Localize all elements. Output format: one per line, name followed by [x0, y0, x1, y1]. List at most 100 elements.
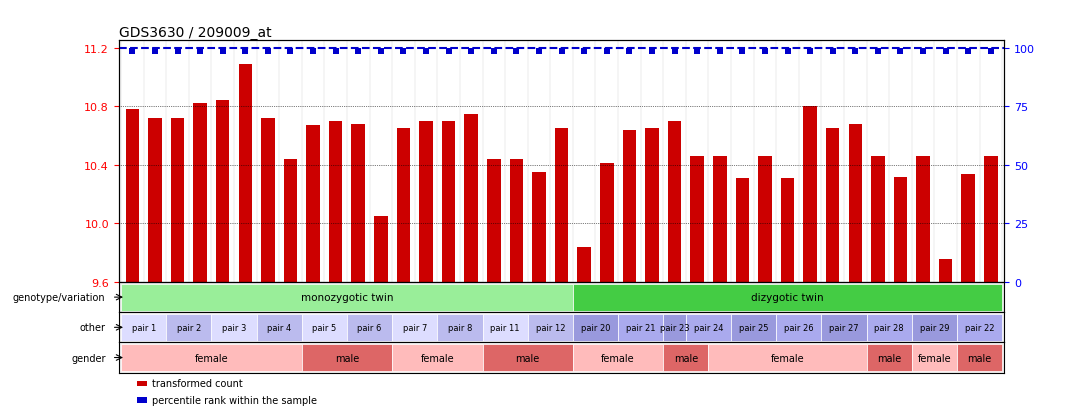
Bar — [578, 247, 591, 282]
Bar — [618, 314, 663, 341]
Bar — [912, 344, 957, 371]
Text: pair 29: pair 29 — [919, 323, 949, 332]
Text: female: female — [918, 353, 951, 363]
Text: gender: gender — [71, 353, 106, 363]
Text: pair 1: pair 1 — [132, 323, 156, 332]
Bar — [419, 122, 433, 282]
Bar — [957, 344, 1002, 371]
Bar — [284, 159, 297, 282]
Bar — [572, 344, 663, 371]
Bar — [396, 129, 410, 282]
Text: pair 11: pair 11 — [490, 323, 519, 332]
Text: pair 27: pair 27 — [829, 323, 859, 332]
Bar — [148, 119, 162, 282]
Text: dizygotic twin: dizygotic twin — [752, 292, 824, 302]
Bar — [939, 259, 953, 282]
Bar — [125, 110, 139, 282]
Bar — [690, 157, 704, 282]
Bar — [663, 314, 686, 341]
Bar — [483, 314, 528, 341]
Bar — [239, 65, 252, 282]
Bar — [667, 122, 681, 282]
Text: pair 3: pair 3 — [221, 323, 246, 332]
Bar — [136, 381, 147, 387]
Text: pair 8: pair 8 — [448, 323, 472, 332]
Bar — [351, 125, 365, 282]
Bar — [121, 314, 166, 341]
Bar — [961, 174, 975, 282]
Bar — [572, 284, 1002, 311]
Bar — [392, 314, 437, 341]
Text: male: male — [515, 353, 540, 363]
Bar — [136, 397, 147, 403]
Bar — [121, 284, 572, 311]
Text: other: other — [80, 323, 106, 332]
Bar — [216, 101, 229, 282]
Bar — [645, 129, 659, 282]
Text: pair 26: pair 26 — [784, 323, 813, 332]
Bar — [329, 122, 342, 282]
Bar — [822, 314, 866, 341]
Text: female: female — [420, 353, 455, 363]
Text: pair 23: pair 23 — [660, 323, 689, 332]
Text: percentile rank within the sample: percentile rank within the sample — [152, 395, 318, 405]
Text: pair 28: pair 28 — [875, 323, 904, 332]
Bar — [758, 157, 772, 282]
Bar — [572, 314, 618, 341]
Text: male: male — [335, 353, 360, 363]
Bar — [442, 122, 456, 282]
Bar — [483, 344, 572, 371]
Text: female: female — [194, 353, 228, 363]
Bar — [849, 125, 862, 282]
Bar — [866, 314, 912, 341]
Text: pair 21: pair 21 — [626, 323, 656, 332]
Text: pair 22: pair 22 — [964, 323, 995, 332]
Bar — [257, 314, 301, 341]
Bar — [600, 164, 613, 282]
Bar — [777, 314, 822, 341]
Text: pair 20: pair 20 — [581, 323, 610, 332]
Bar — [708, 344, 866, 371]
Bar — [301, 314, 347, 341]
Bar — [804, 107, 816, 282]
Bar — [532, 173, 545, 282]
Bar — [347, 314, 392, 341]
Bar — [392, 344, 483, 371]
Text: pair 5: pair 5 — [312, 323, 337, 332]
Bar — [555, 129, 568, 282]
Bar — [374, 216, 388, 282]
Bar — [193, 104, 207, 282]
Text: genotype/variation: genotype/variation — [13, 292, 106, 302]
Text: pair 25: pair 25 — [739, 323, 768, 332]
Bar — [301, 344, 392, 371]
Bar — [464, 114, 478, 282]
Text: transformed count: transformed count — [152, 379, 243, 389]
Bar — [171, 119, 185, 282]
Bar — [510, 159, 523, 282]
Bar — [622, 131, 636, 282]
Bar — [713, 157, 727, 282]
Text: pair 4: pair 4 — [267, 323, 292, 332]
Bar — [663, 344, 708, 371]
Bar — [487, 159, 501, 282]
Bar — [307, 126, 320, 282]
Text: monozygotic twin: monozygotic twin — [300, 292, 393, 302]
Bar — [826, 129, 839, 282]
Bar — [166, 314, 212, 341]
Text: pair 6: pair 6 — [357, 323, 381, 332]
Bar — [261, 119, 274, 282]
Text: male: male — [674, 353, 698, 363]
Bar — [121, 344, 301, 371]
Text: pair 12: pair 12 — [536, 323, 565, 332]
Bar — [912, 314, 957, 341]
Text: pair 24: pair 24 — [693, 323, 724, 332]
Bar — [916, 157, 930, 282]
Bar — [866, 344, 912, 371]
Bar — [735, 178, 750, 282]
Bar — [781, 178, 794, 282]
Bar — [957, 314, 1002, 341]
Bar — [437, 314, 483, 341]
Text: female: female — [602, 353, 635, 363]
Bar — [731, 314, 777, 341]
Bar — [872, 157, 885, 282]
